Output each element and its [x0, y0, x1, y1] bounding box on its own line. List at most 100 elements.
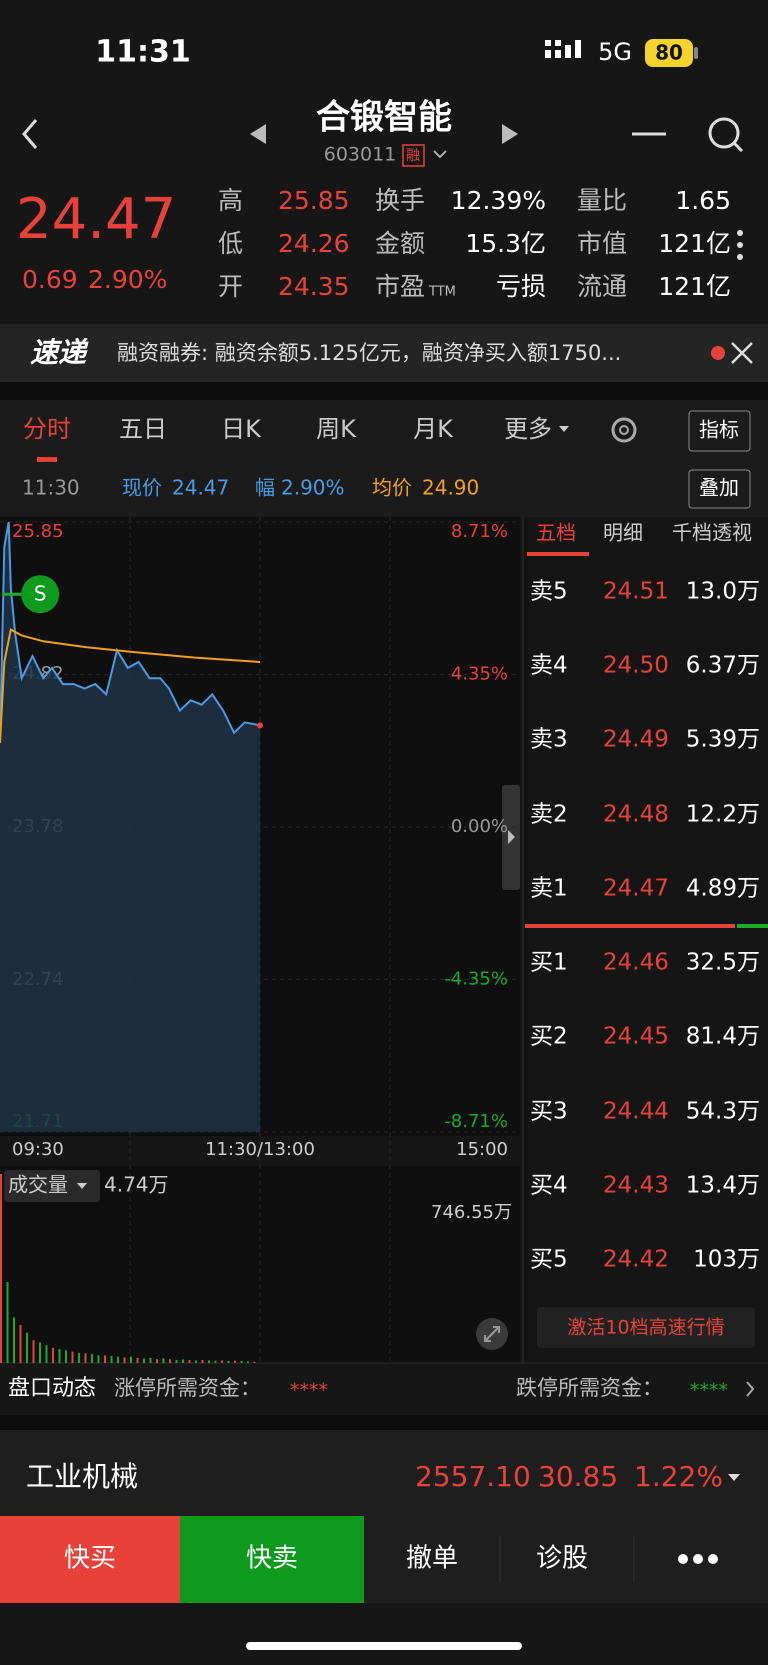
current-price: 24.47 — [16, 187, 176, 252]
chart-tab[interactable]: 更多 — [504, 415, 552, 443]
volume-bar — [39, 1342, 41, 1363]
stat-label: 低 — [218, 229, 243, 258]
sector-change-pct: 1.22% — [634, 1460, 723, 1493]
settings-button[interactable] — [611, 417, 637, 443]
overlay-button[interactable] — [688, 469, 751, 509]
action-button[interactable]: 快卖 — [246, 1544, 298, 1574]
sector-bar[interactable] — [0, 1430, 768, 1516]
quick-sell[interactable] — [180, 1516, 364, 1603]
action-button[interactable]: 撤单 — [406, 1544, 458, 1574]
volume-bar — [201, 1359, 204, 1363]
limit-up-value: **** — [290, 1380, 328, 1402]
info-range-label: 幅 — [255, 476, 275, 500]
back-button[interactable] — [22, 119, 38, 149]
sector-name[interactable]: 工业机械 — [26, 1460, 138, 1493]
limit-up-label: 涨停所需资金： — [114, 1376, 261, 1400]
ob-price: 24.47 — [603, 876, 669, 902]
code-dropdown[interactable] — [433, 150, 447, 159]
prev-stock[interactable] — [250, 124, 266, 144]
sector-change: 30.85 — [538, 1460, 618, 1493]
volume-bar — [169, 1359, 171, 1363]
indicator-button-label[interactable]: 指标 — [699, 418, 739, 442]
ob-volume: 103万 — [693, 1247, 760, 1273]
volume-bar — [143, 1358, 145, 1363]
stat-label: 换手 — [375, 186, 425, 215]
ob-label: 卖5 — [530, 579, 568, 605]
info-time: 11:30 — [22, 476, 80, 500]
ob-label: 卖4 — [530, 653, 568, 679]
status-time: 11:31 — [95, 35, 191, 70]
chart-tab[interactable]: 分时 — [23, 415, 71, 443]
side-handle-arrow — [508, 830, 515, 844]
price-change-pct: 2.90% — [88, 265, 167, 294]
ob-volume: 12.2万 — [686, 802, 760, 828]
volume-bar — [221, 1360, 223, 1363]
activate-button[interactable] — [537, 1307, 755, 1348]
volume-selector[interactable] — [4, 1170, 100, 1202]
ob-price: 24.43 — [603, 1173, 669, 1199]
chart-tab[interactable]: 日K — [221, 415, 262, 443]
sector-price: 2557.10 — [415, 1460, 531, 1493]
next-stock[interactable] — [502, 124, 518, 144]
price-line — [0, 521, 261, 744]
more-menu[interactable] — [737, 230, 743, 260]
ob-label: 卖1 — [530, 876, 568, 902]
ob-label: 买4 — [530, 1173, 568, 1199]
volume-bar — [253, 1361, 256, 1363]
ob-price: 24.45 — [603, 1024, 669, 1050]
more-actions[interactable] — [678, 1554, 718, 1564]
overlay-button-label[interactable]: 叠加 — [699, 476, 739, 500]
order-book-tab[interactable]: 明细 — [603, 521, 643, 545]
legend-price: 现价 — [122, 476, 162, 500]
news-close[interactable] — [731, 342, 753, 364]
order-book-tab[interactable]: 五档 — [536, 521, 576, 545]
stat-label: 量比 — [577, 186, 627, 215]
ob-tab-underline — [527, 552, 589, 556]
news-text[interactable]: 融资融券: 融资余额5.125亿元，融资净买入额1750... — [117, 341, 621, 365]
volume-bar — [45, 1345, 48, 1363]
chart-tab[interactable]: 五日 — [119, 415, 167, 443]
volume-bar — [97, 1355, 100, 1363]
action-button[interactable]: 快买 — [64, 1544, 116, 1574]
stock-code: 603011 — [324, 144, 397, 166]
chart-tab[interactable]: 周K — [316, 415, 357, 443]
stat-value: 12.39% — [451, 186, 546, 215]
action-button[interactable]: 诊股 — [536, 1544, 588, 1574]
search-button[interactable] — [708, 117, 740, 149]
sector-dropdown[interactable] — [728, 1474, 740, 1481]
x-tick-label: 11:30/13:00 — [205, 1139, 315, 1160]
chart-tab[interactable]: 月K — [413, 415, 454, 443]
volume-bar — [91, 1354, 93, 1363]
volume-bar — [78, 1352, 80, 1363]
volume-bar — [240, 1360, 243, 1363]
indicator-button[interactable] — [688, 410, 751, 452]
stat-value: 亏损 — [496, 272, 546, 301]
quick-buy[interactable] — [0, 1516, 180, 1603]
ob-volume: 32.5万 — [686, 950, 760, 976]
y2-tick-label: -8.71% — [444, 1111, 508, 1132]
volume-bar — [117, 1356, 119, 1363]
stat-value: 121亿 — [658, 229, 731, 258]
volume-bar — [104, 1355, 106, 1363]
news-bar[interactable] — [0, 324, 768, 382]
more-dropdown — [559, 426, 569, 432]
battery-tip — [694, 47, 698, 59]
volume-label[interactable]: 成交量 — [8, 1173, 68, 1197]
order-book-tab[interactable]: 千档透视 — [672, 521, 752, 545]
volume-bar — [234, 1360, 236, 1363]
depth-chevron[interactable] — [746, 1381, 755, 1397]
order-book-area — [523, 517, 768, 1363]
stock-name: 合锻智能 — [316, 98, 452, 138]
y2-tick-label: 8.71% — [451, 521, 508, 542]
annotation-text: S — [34, 582, 47, 606]
stat-value: 1.65 — [675, 186, 731, 215]
news-dot — [711, 346, 725, 360]
volume-bar — [13, 1317, 15, 1363]
volume-bar — [71, 1351, 74, 1363]
gap — [0, 382, 768, 400]
volume-bar — [208, 1360, 210, 1363]
volume-bar — [84, 1353, 87, 1363]
activate-label[interactable]: 激活10档高速行情 — [567, 1317, 724, 1339]
volume-current: 4.74万 — [104, 1173, 169, 1197]
tab-area — [0, 400, 768, 517]
